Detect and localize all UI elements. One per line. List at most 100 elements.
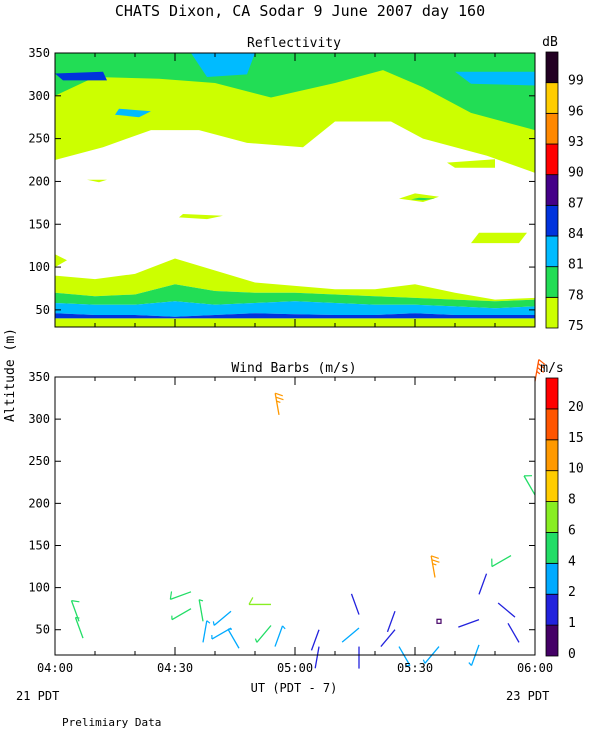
wind-barb bbox=[310, 629, 320, 651]
reflectivity-patch-8 bbox=[411, 197, 435, 201]
reflectivity-patch-11 bbox=[471, 232, 527, 244]
wind-barb bbox=[497, 602, 516, 618]
wind-plot-area bbox=[70, 359, 546, 669]
wind-colorbar-label: 0 bbox=[568, 647, 576, 662]
wind-barb bbox=[227, 628, 240, 649]
wind-x-tick-label: 05:00 bbox=[277, 661, 313, 675]
reflectivity-patch-1 bbox=[55, 53, 535, 131]
wind-barb bbox=[212, 610, 232, 626]
reflectivity-patch-12 bbox=[55, 254, 67, 268]
reflectivity-patch-5 bbox=[55, 71, 107, 81]
wind-barb bbox=[398, 646, 411, 667]
reflectivity-colorbar-label: 99 bbox=[568, 74, 584, 89]
wind-barb bbox=[436, 618, 442, 624]
reflectivity-y-tick-label: 350 bbox=[28, 46, 50, 60]
wind-barb bbox=[314, 646, 320, 669]
reflectivity-colorbar-label: 96 bbox=[568, 104, 584, 119]
wind-barb bbox=[523, 475, 536, 496]
wind-barb bbox=[254, 625, 272, 643]
wind-barb bbox=[507, 622, 520, 643]
reflectivity-patch-2 bbox=[191, 53, 255, 77]
wind-colorbar-label: 20 bbox=[568, 400, 584, 415]
wind-colorbar-label: 4 bbox=[568, 554, 576, 569]
wind-y-tick-label: 200 bbox=[28, 496, 50, 510]
reflectivity-y-tick-label: 50 bbox=[36, 303, 50, 317]
wind-barb bbox=[386, 610, 396, 633]
reflectivity-y-tick-label: 200 bbox=[28, 174, 50, 188]
reflectivity-title: Reflectivity bbox=[247, 36, 341, 51]
wind-barb bbox=[430, 555, 440, 578]
wind-barb bbox=[458, 619, 480, 628]
wind-colorbar-swatch bbox=[545, 439, 559, 472]
reflectivity-colorbar-swatch bbox=[545, 82, 559, 114]
reflectivity-plot-area bbox=[55, 53, 535, 327]
reflectivity-colorbar-label: 75 bbox=[568, 319, 584, 334]
wind-barb bbox=[74, 616, 84, 639]
start-date-label: 21 PDT bbox=[16, 689, 59, 703]
wind-y-tick-label: 350 bbox=[28, 370, 50, 384]
reflectivity-patch-6 bbox=[179, 214, 223, 220]
reflectivity-patch-3 bbox=[455, 71, 535, 86]
reflectivity-colorbar-swatch bbox=[545, 235, 559, 268]
wind-barb bbox=[171, 608, 192, 621]
wind-colorbar-swatch bbox=[545, 501, 559, 533]
wind-colorbar-label: 6 bbox=[568, 523, 576, 538]
wind-barb bbox=[169, 591, 192, 600]
wind-y-tick-label: 50 bbox=[36, 623, 50, 637]
wind-colorbar-label: 1 bbox=[568, 616, 576, 631]
reflectivity-colorbar-swatch bbox=[545, 266, 559, 298]
wind-x-tick-label: 04:30 bbox=[157, 661, 193, 675]
wind-colorbar: 0 1 2 4 6 8 10 15 20 bbox=[545, 377, 584, 662]
wind-barb bbox=[248, 597, 271, 606]
wind-x-tick-label: 06:00 bbox=[517, 661, 553, 675]
wind-barb bbox=[491, 555, 512, 568]
wind-barb bbox=[380, 629, 396, 647]
reflectivity-colorbar-swatch bbox=[545, 143, 559, 176]
reflectivity-colorbar-label: 93 bbox=[568, 135, 584, 150]
reflectivity-y-tick-label: 100 bbox=[28, 260, 50, 274]
wind-axes: 50 100 150 200 250 300 350 04:00 04:30 05:00 05:30… bbox=[28, 370, 553, 675]
reflectivity-colorbar-label: 90 bbox=[568, 166, 584, 181]
reflectivity-colorbar-swatch bbox=[545, 296, 559, 329]
reflectivity-y-tick-label: 150 bbox=[28, 217, 50, 231]
reflectivity-colorbar-label: 84 bbox=[568, 227, 584, 242]
reflectivity-band-84db bbox=[55, 313, 535, 319]
wind-y-tick-label: 250 bbox=[28, 454, 50, 468]
wind-y-tick-label: 150 bbox=[28, 538, 50, 552]
wind-unit-label: m/s bbox=[540, 361, 563, 376]
wind-colorbar-label: 15 bbox=[568, 431, 584, 446]
reflectivity-axes: 50 100 150 200 250 300 350 bbox=[28, 46, 536, 328]
reflectivity-band-75db bbox=[55, 258, 535, 302]
x-axis-label: UT (PDT - 7) bbox=[251, 681, 338, 695]
y-axis-label: Altitude (m) bbox=[3, 328, 18, 422]
preliminary-data-note: Prelimiary Data bbox=[62, 716, 161, 729]
end-date-label: 23 PDT bbox=[506, 689, 549, 703]
reflectivity-colorbar-swatch bbox=[545, 112, 559, 145]
reflectivity-colorbar-label: 81 bbox=[568, 258, 584, 273]
wind-colorbar-swatch bbox=[545, 562, 559, 595]
reflectivity-colorbar-swatch bbox=[545, 51, 559, 84]
reflectivity-unit-label: dB bbox=[542, 35, 558, 50]
wind-x-tick-label: 05:30 bbox=[397, 661, 433, 675]
wind-colorbar-swatch bbox=[545, 408, 559, 441]
reflectivity-colorbar: 75 78 81 84 87 90 93 96 99 bbox=[545, 51, 584, 334]
reflectivity-patch-4 bbox=[115, 108, 151, 118]
wind-barb bbox=[534, 359, 546, 382]
wind-barb bbox=[478, 573, 488, 595]
wind-x-tick-label: 04:00 bbox=[37, 661, 73, 675]
wind-colorbar-swatch bbox=[545, 624, 559, 657]
wind-colorbar-swatch bbox=[545, 593, 559, 626]
wind-y-tick-label: 300 bbox=[28, 412, 50, 426]
reflectivity-y-tick-label: 250 bbox=[28, 132, 50, 146]
wind-colorbar-label: 2 bbox=[568, 585, 576, 600]
wind-frame bbox=[54, 376, 536, 656]
wind-barb bbox=[198, 599, 204, 622]
reflectivity-band-78db bbox=[55, 284, 535, 309]
wind-colorbar-label: 8 bbox=[568, 493, 576, 508]
wind-colorbar-swatch bbox=[545, 377, 559, 410]
reflectivity-colorbar-swatch bbox=[545, 174, 559, 206]
figure-title: CHATS Dixon, CA Sodar 9 June 2007 day 16… bbox=[115, 2, 485, 20]
wind-colorbar-label: 10 bbox=[568, 462, 584, 477]
wind-barb bbox=[274, 392, 284, 416]
